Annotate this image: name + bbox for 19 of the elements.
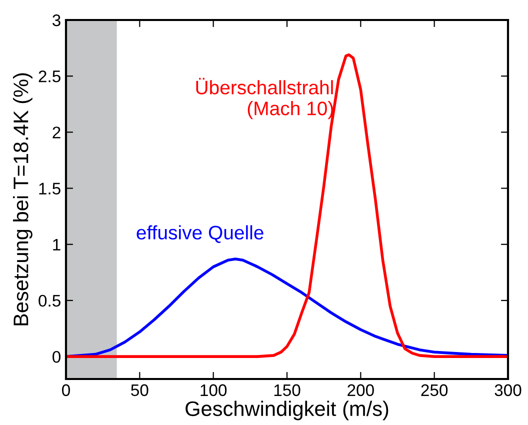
x-tick-label: 150 bbox=[274, 384, 300, 396]
y-tick-label: 2 bbox=[52, 126, 60, 138]
y-tick-label: 1 bbox=[53, 238, 60, 250]
x-tick-label: 50 bbox=[131, 384, 148, 396]
x-axis-title: Geschwindigkeit (m/s) bbox=[186, 400, 388, 420]
x-tick-label: 300 bbox=[494, 384, 522, 396]
x-tick-label: 100 bbox=[200, 384, 227, 396]
y-tick-label: 1.5 bbox=[39, 182, 60, 194]
y-tick-label: 2.5 bbox=[38, 70, 60, 82]
x-tick-label: 0 bbox=[62, 384, 70, 396]
line-series bbox=[66, 53, 508, 358]
series-label: Überschallstrahl (Mach 10) bbox=[196, 78, 333, 120]
series-label: effusive Quelle bbox=[136, 225, 264, 243]
x-tick-label: 250 bbox=[421, 384, 448, 396]
y-tick-label: 0.5 bbox=[38, 294, 60, 307]
x-tick-label: 200 bbox=[348, 384, 374, 396]
y-axis-title: Besetzung bei T=18.4K (%) bbox=[12, 73, 32, 326]
y-tick-label: 0 bbox=[52, 350, 60, 363]
y-tick-label: 3 bbox=[52, 14, 60, 26]
